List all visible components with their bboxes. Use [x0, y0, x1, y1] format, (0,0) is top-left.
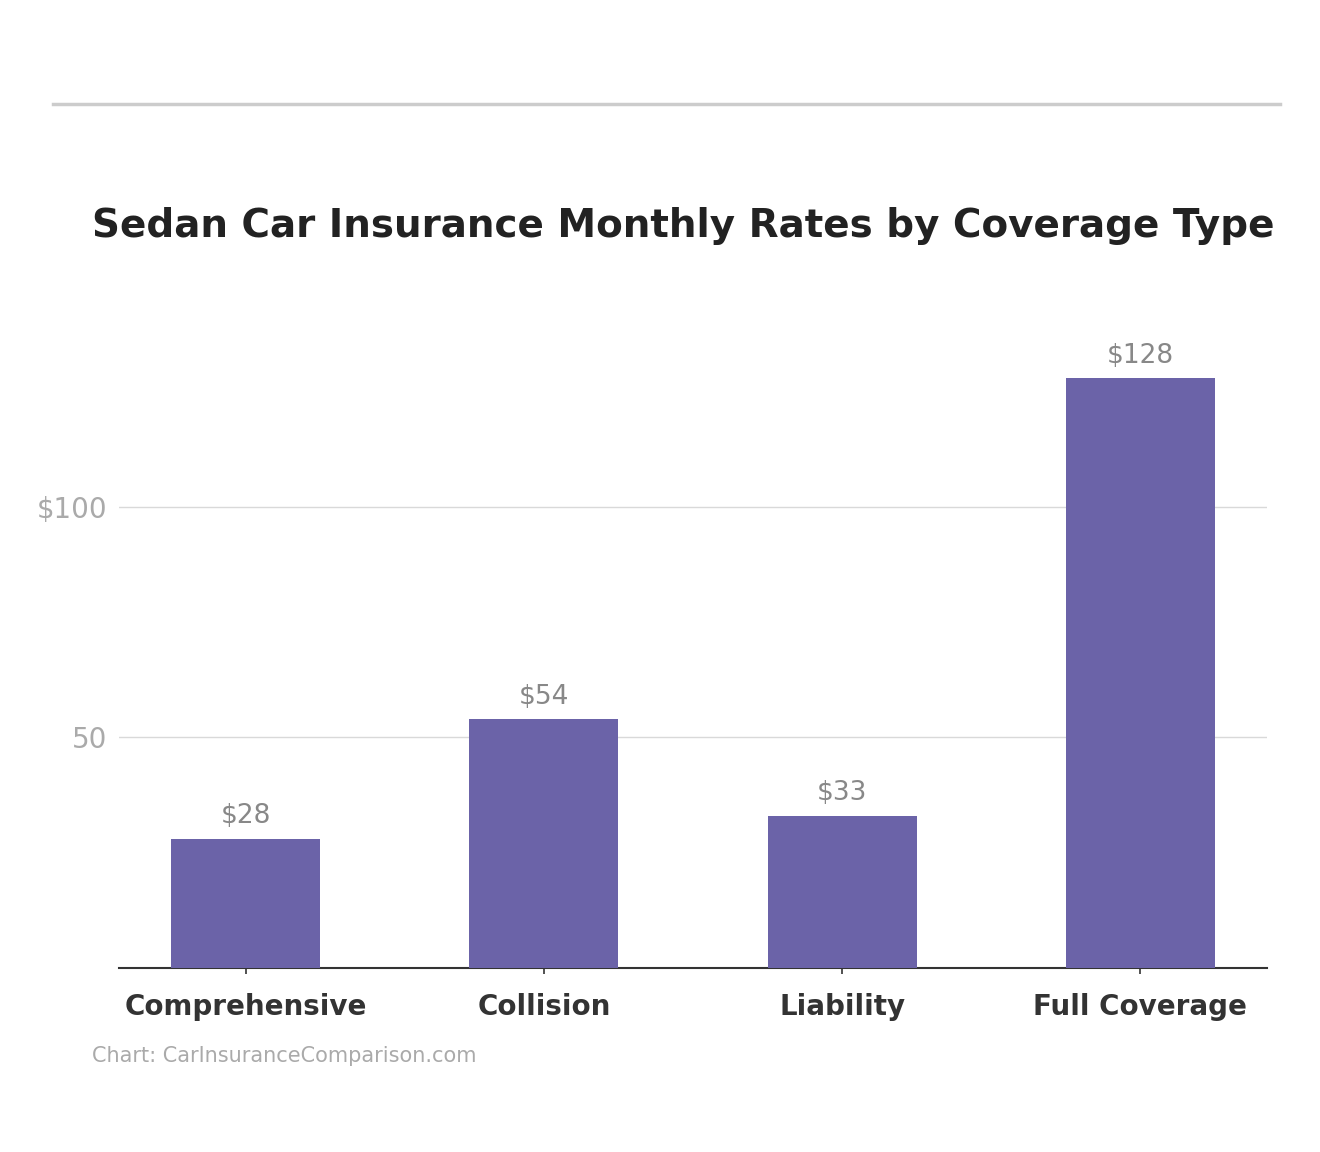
- Bar: [1065, 378, 1214, 968]
- Text: $54: $54: [519, 683, 569, 710]
- Text: $33: $33: [817, 780, 867, 806]
- Text: $128: $128: [1107, 342, 1173, 369]
- Text: Sedan Car Insurance Monthly Rates by Coverage Type: Sedan Car Insurance Monthly Rates by Cov…: [92, 207, 1275, 245]
- Bar: [767, 816, 916, 968]
- Bar: [172, 839, 321, 968]
- Text: Chart: CarInsuranceComparison.com: Chart: CarInsuranceComparison.com: [92, 1046, 477, 1066]
- Bar: [470, 719, 619, 968]
- Text: $28: $28: [220, 803, 271, 829]
